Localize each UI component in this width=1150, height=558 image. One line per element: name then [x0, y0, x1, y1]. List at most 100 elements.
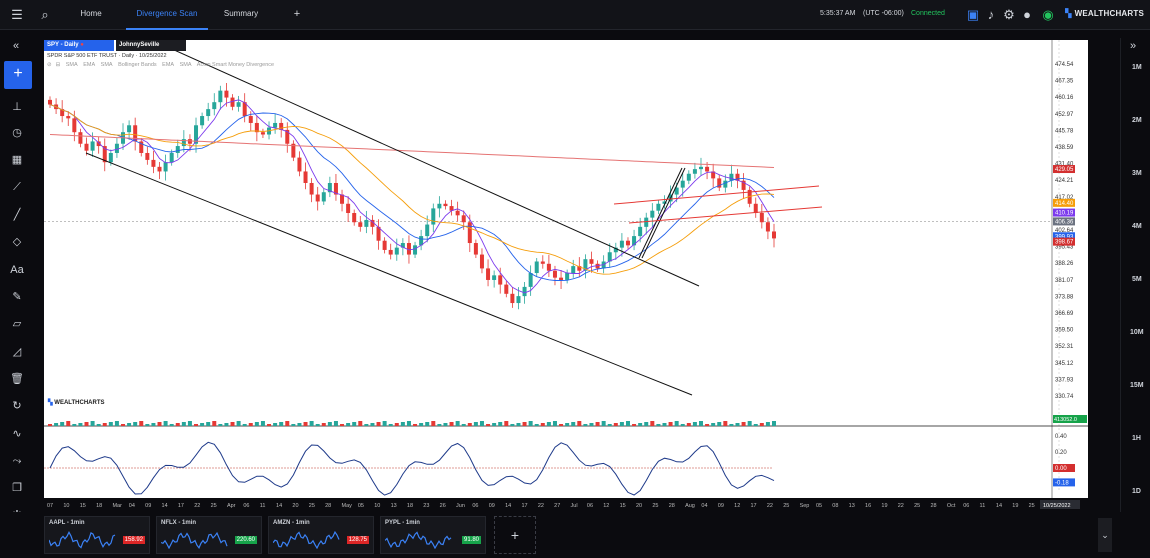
menu-icon[interactable]: ☰: [11, 7, 23, 22]
trend-icon[interactable]: ⟋: [13, 181, 21, 193]
candle-body: [546, 263, 551, 271]
indicator-ema-2[interactable]: EMA: [162, 62, 175, 68]
volume-bar: [589, 423, 594, 426]
indicator-sma-1[interactable]: SMA: [65, 62, 78, 68]
indicator-ema-1[interactable]: EMA: [83, 62, 96, 68]
volume-bar: [638, 423, 643, 426]
mini-chart-aapl[interactable]: AAPL - 1min 158.92: [44, 516, 150, 554]
candle-body: [96, 141, 101, 147]
candle-body: [72, 118, 77, 133]
volume-bar: [498, 422, 503, 426]
gear-icon[interactable]: ⚙: [1003, 7, 1015, 22]
date-tag-bg: [1040, 500, 1080, 509]
indicator-smart-money[interactable]: Accm Smart Money Divergence: [196, 62, 275, 68]
search-icon[interactable]: ⌕: [41, 7, 49, 22]
channel-lower-line: [85, 152, 693, 396]
volume-bar: [321, 423, 326, 426]
indicator-bollinger[interactable]: Bollinger Bands: [118, 62, 157, 68]
candle-body: [346, 203, 351, 214]
volume-bar: [577, 421, 582, 426]
volume-bar: [528, 421, 533, 426]
hide-icon[interactable]: ⊟: [55, 62, 61, 68]
volume-bar: [108, 422, 113, 426]
osc-tick-label: 0.20: [1055, 450, 1067, 456]
line-icon[interactable]: ╱: [13, 209, 21, 221]
candle-body: [467, 222, 472, 244]
tab-divergence-scan[interactable]: Divergence Scan: [126, 0, 208, 30]
mini-chart-nflx[interactable]: NFLX - 1min 220.60: [156, 516, 262, 554]
collapse-left-icon[interactable]: «: [13, 40, 20, 52]
mini-label: AMZN - 1min: [273, 520, 310, 526]
volume-bar: [656, 424, 661, 426]
clock-icon[interactable]: ◷: [12, 127, 22, 139]
chart-area[interactable]: 474.54 467.35 460.16 452.97 445.78 438.59 431.…: [44, 40, 1088, 510]
volume-bar: [565, 423, 570, 426]
tab-home[interactable]: Home: [80, 9, 102, 18]
indicator-sma-2[interactable]: SMA: [100, 62, 113, 68]
scale-2m[interactable]: 2M: [1132, 117, 1142, 124]
add-mini-chart-button[interactable]: +: [494, 516, 536, 554]
volume-bar: [668, 422, 673, 426]
scale-5m[interactable]: 5M: [1132, 276, 1142, 283]
scale-10m[interactable]: 10M: [1130, 329, 1144, 336]
chart-tab-spy[interactable]: SPY - Daily ●: [44, 40, 114, 51]
price-tag-label: 398.67: [1055, 240, 1074, 246]
alert-bell-icon[interactable]: ♪: [987, 7, 995, 22]
measure-icon[interactable]: ◿: [12, 346, 22, 358]
add-drawing-button[interactable]: +: [4, 61, 32, 89]
calendar-icon[interactable]: ▦: [11, 154, 23, 166]
candle-body: [680, 180, 685, 188]
volume-bar: [364, 424, 369, 426]
osc-tag-label: 0.00: [1055, 466, 1067, 472]
scale-1d[interactable]: 1D: [1132, 488, 1141, 495]
candle-body: [406, 243, 411, 255]
scale-15m[interactable]: 15M: [1130, 382, 1144, 389]
volume-bar: [583, 424, 588, 426]
settings-circle-icon[interactable]: ⊘: [47, 62, 52, 68]
mini-label: NFLX - 1min: [161, 520, 197, 526]
scale-1m[interactable]: 1M: [1132, 64, 1142, 71]
brush-icon[interactable]: ✎: [12, 291, 22, 303]
tab-summary[interactable]: Summary: [223, 9, 259, 18]
volume-bar: [552, 421, 557, 426]
candle-body: [577, 266, 582, 271]
user-icon[interactable]: ●: [1023, 7, 1031, 22]
collapse-right-icon[interactable]: »: [1130, 40, 1137, 52]
refresh-icon[interactable]: ↻: [12, 400, 22, 412]
compare-icon[interactable]: ⤳: [12, 455, 22, 467]
volume-bar: [169, 424, 174, 426]
volume-bar: [333, 421, 338, 426]
shapes-icon[interactable]: ◇: [12, 236, 22, 248]
trash-icon[interactable]: 🗑: [10, 373, 24, 385]
ruler-icon[interactable]: ▱: [12, 318, 22, 330]
indicator-icon[interactable]: ∿: [12, 428, 22, 440]
scale-1h[interactable]: 1H: [1132, 435, 1141, 442]
candle-body: [492, 275, 497, 280]
scale-4m[interactable]: 4M: [1132, 223, 1142, 230]
volume-bar: [698, 421, 703, 426]
date-tick-label: 19: [881, 503, 887, 509]
mini-chart-amzn[interactable]: AMZN - 1min 128.75: [268, 516, 374, 554]
volume-bar: [285, 421, 290, 426]
candle-body: [674, 187, 679, 195]
cursor-icon[interactable]: ⊥: [12, 101, 22, 113]
timezone: (UTC -06:00): [863, 10, 904, 17]
expand-bottom-icon[interactable]: ⌄: [1098, 518, 1112, 552]
text-icon[interactable]: Aa: [10, 264, 24, 276]
price-tag-bg: [1053, 198, 1075, 207]
scale-3m[interactable]: 3M: [1132, 170, 1142, 177]
volume-bar: [406, 421, 411, 426]
add-tab-button[interactable]: +: [293, 8, 301, 20]
layers-icon[interactable]: ❐: [12, 482, 22, 494]
volume-tag-bg: [1053, 415, 1087, 423]
volume-bar: [772, 421, 776, 426]
candle-body: [340, 194, 345, 204]
status-icon[interactable]: ◉: [1042, 7, 1054, 22]
breakout-line-b: [641, 167, 686, 259]
volume-bar: [632, 424, 637, 426]
price-chart[interactable]: 474.54 467.35 460.16 452.97 445.78 438.59 431.…: [44, 40, 1088, 510]
indicator-sma-3[interactable]: SMA: [179, 62, 192, 68]
save-icon[interactable]: ▣: [966, 7, 980, 22]
chart-tab-johnnyseville[interactable]: JohnnySeville: [116, 40, 186, 51]
mini-chart-pypl[interactable]: PYPL - 1min 91.80: [380, 516, 486, 554]
